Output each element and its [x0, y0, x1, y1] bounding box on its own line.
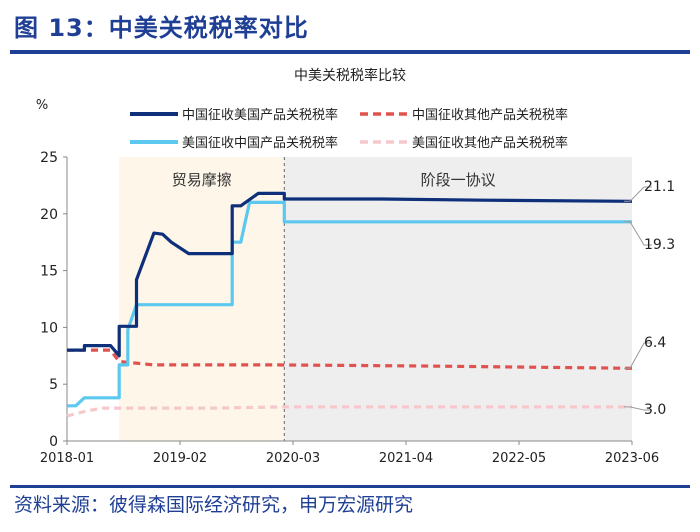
y-tick-label: 0	[49, 434, 58, 450]
end-label-3: 19.3	[644, 237, 675, 253]
legend-label-1: 中国征收美国产品关税税率	[182, 107, 338, 123]
x-tick-label: 2019-02	[153, 451, 207, 466]
axes: 0 5 10 15 20 25 2018-01 2019-02 2020-03 2021-04 20…	[40, 150, 659, 466]
legend-label-2: 中国征收其他产品关税税率	[412, 107, 568, 123]
source-note: 资料来源：彼得森国际经济研究，申万宏源研究	[14, 494, 414, 516]
series-line-4	[66, 405, 632, 418]
leader-line-4	[624, 406, 652, 411]
chart-title: 中美关税税率比较	[294, 67, 406, 84]
x-tick-label: 2023-06	[605, 451, 659, 466]
leader-line-3	[624, 221, 652, 246]
source-rule	[10, 485, 690, 488]
y-tick-label: 15	[40, 264, 58, 280]
period-region-1	[119, 157, 285, 441]
end-labels: 21.1 6.4 19.3 3.0	[624, 179, 675, 418]
y-axis-unit: %	[36, 98, 48, 113]
title-rule	[10, 50, 690, 54]
series-line-2	[67, 348, 633, 370]
x-tick-label: 2022-05	[492, 451, 546, 466]
end-label-2: 6.4	[644, 335, 666, 351]
legend-label-3: 美国征收中国产品关税税率	[182, 135, 338, 151]
period-region-2	[284, 157, 632, 441]
x-tick-label: 2018-01	[40, 451, 94, 466]
y-tick-label: 25	[40, 150, 58, 166]
leader-line-2	[624, 342, 652, 369]
x-tick-label: 2021-04	[379, 451, 433, 466]
series-line-1	[67, 191, 633, 358]
y-tick-label: 5	[49, 377, 58, 393]
end-label-4: 3.0	[644, 402, 666, 418]
y-tick-label: 10	[40, 320, 58, 336]
end-label-1: 21.1	[644, 179, 675, 195]
leader-line-1	[624, 186, 652, 202]
period-label-1: 贸易摩擦	[172, 171, 232, 189]
figure-title: 图 13：中美关税税率对比	[14, 14, 309, 42]
legend-label-4: 美国征收其他产品关税税率	[412, 135, 568, 151]
x-tick-label: 2020-03	[266, 451, 320, 466]
series-layer	[66, 191, 633, 418]
period-label-2: 阶段一协议	[421, 171, 496, 189]
period-regions: 贸易摩擦 阶段一协议	[119, 157, 632, 441]
y-tick-label: 20	[40, 207, 58, 223]
